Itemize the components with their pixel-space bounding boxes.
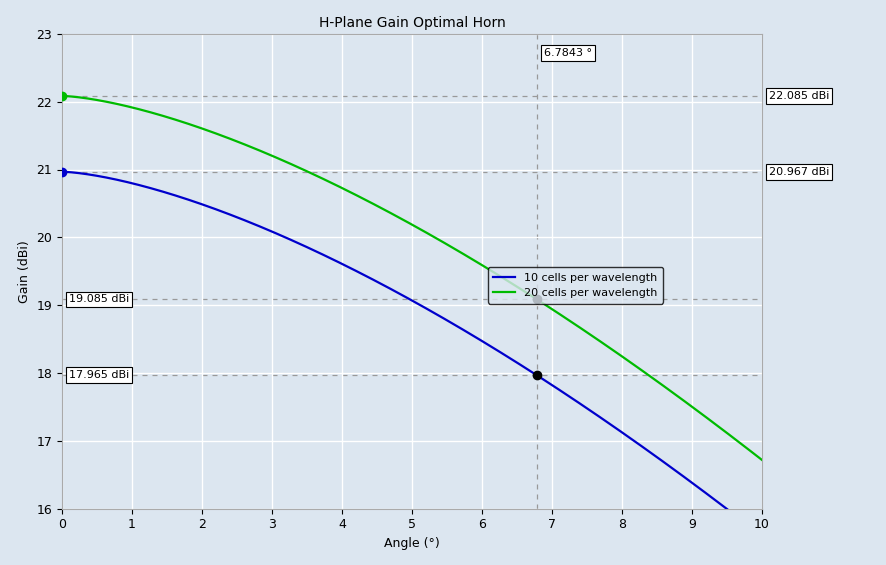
- Text: 17.965 dBi: 17.965 dBi: [69, 370, 129, 380]
- Text: 20.967 dBi: 20.967 dBi: [769, 167, 829, 177]
- Y-axis label: Gain (dBi): Gain (dBi): [18, 240, 31, 303]
- Legend: 10 cells per wavelength, 20 cells per wavelength: 10 cells per wavelength, 20 cells per wa…: [487, 267, 663, 303]
- X-axis label: Angle (°): Angle (°): [385, 537, 439, 550]
- Text: 22.085 dBi: 22.085 dBi: [769, 91, 829, 101]
- Text: 6.7843 °: 6.7843 °: [544, 48, 592, 58]
- Text: 19.085 dBi: 19.085 dBi: [69, 294, 129, 305]
- Title: H-Plane Gain Optimal Horn: H-Plane Gain Optimal Horn: [319, 16, 505, 30]
